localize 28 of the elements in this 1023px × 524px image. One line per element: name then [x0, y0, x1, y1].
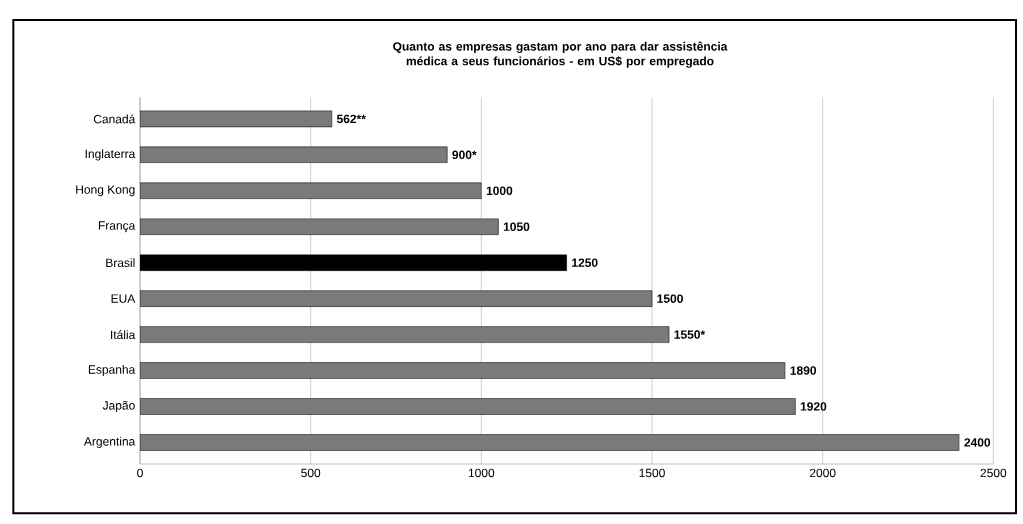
y-tick-label: Canadá — [93, 114, 136, 124]
y-tick-label: Inglaterra — [85, 149, 136, 161]
data-label: 1050 — [503, 222, 530, 231]
data-label: 1550* — [674, 330, 706, 339]
y-tick-label: Argentina — [83, 436, 136, 449]
y-tick-label: Brasil — [106, 258, 135, 268]
x-tick-label: 0 — [137, 468, 143, 478]
y-tick-label: Hong Kong — [76, 185, 135, 197]
y-tick-label: França — [98, 221, 136, 233]
bar — [140, 254, 567, 271]
x-tick-label: 1500 — [639, 468, 665, 478]
data-label: 2400 — [964, 438, 991, 447]
chart-title: Quanto as empresas gastam por ano para dar assistência médica a seus funcionários - em US$ por empregado — [393, 41, 728, 68]
y-tick-label: Itália — [111, 330, 136, 340]
y-tick-label: Espanha — [88, 364, 136, 377]
data-label: 1920 — [800, 402, 827, 411]
data-label: 1500 — [657, 294, 683, 303]
x-tick-label: 2000 — [809, 468, 836, 478]
x-tick-label: 500 — [301, 468, 321, 478]
y-tick-label: Japão — [102, 400, 135, 413]
y-tick-label: EUA — [111, 294, 136, 303]
data-label: 900* — [452, 150, 477, 160]
x-tick-label: 2500 — [980, 468, 1007, 478]
data-label: 1000 — [486, 186, 513, 196]
data-label: 1250 — [572, 258, 598, 267]
x-tick-label: 1000 — [468, 468, 495, 478]
data-label: 1890 — [790, 366, 817, 375]
data-label: 562** — [336, 114, 366, 124]
